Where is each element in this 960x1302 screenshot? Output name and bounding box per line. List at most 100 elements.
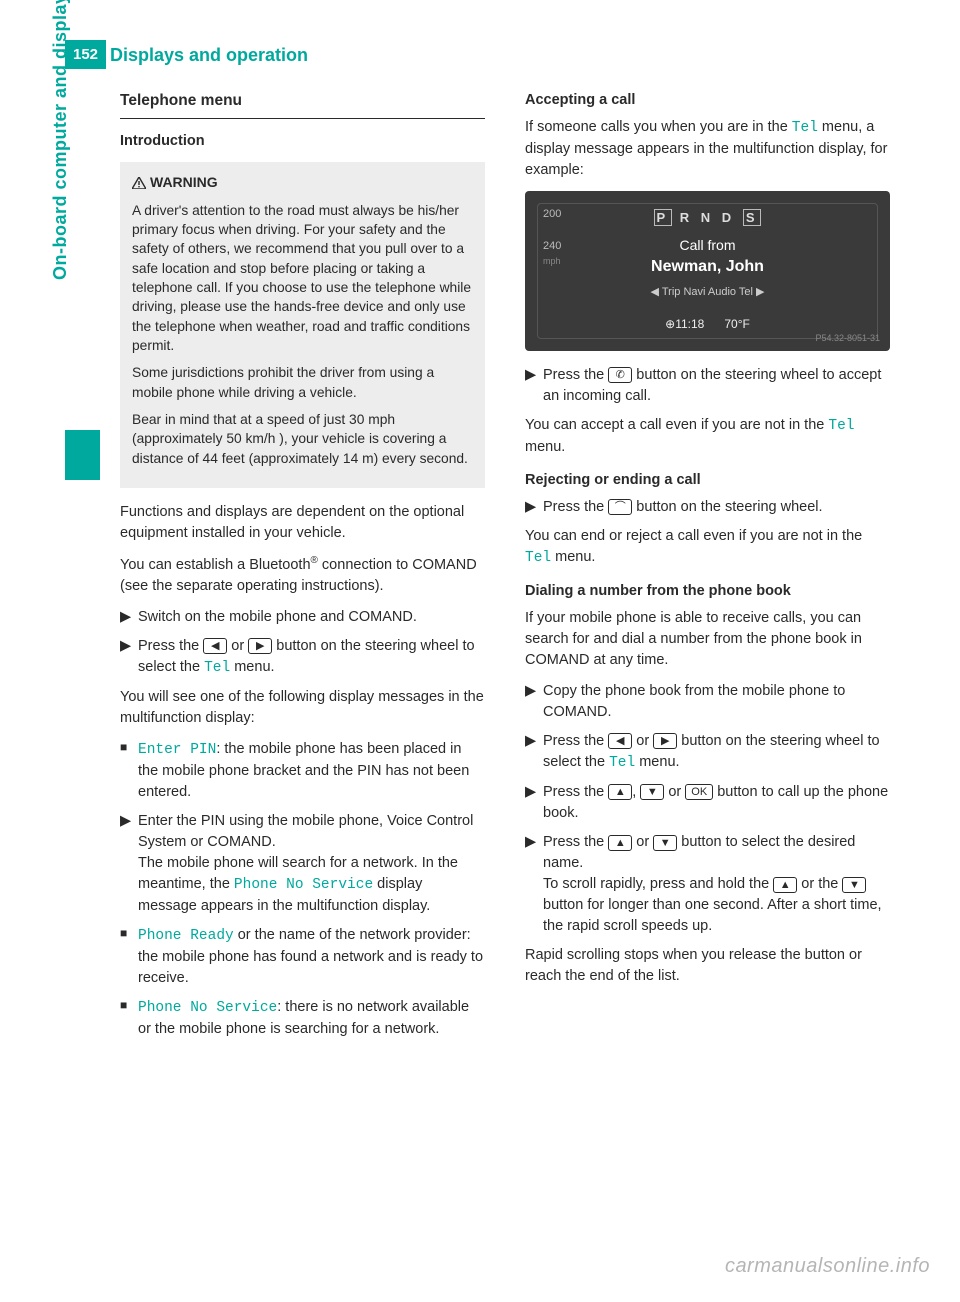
warning-p2: Some jurisdictions prohibit the driver f… — [132, 363, 473, 402]
para-accepting-intro: If someone calls you when you are in the… — [525, 117, 890, 181]
text-fragment: To scroll rapidly, press and hold the — [543, 876, 773, 892]
step-marker-icon: ▶ — [525, 497, 543, 518]
bullet-marker-icon: ■ — [120, 925, 138, 989]
step-text: Press the ◀ or ▶ button on the steering … — [543, 731, 890, 774]
tel-label: Tel — [828, 418, 854, 434]
chapter-title: Displays and operation — [110, 45, 308, 66]
figure-ref-code: P54.32-8051-31 — [815, 332, 880, 345]
tel-label: Tel — [609, 755, 635, 771]
side-label: On-board computer and displays — [50, 240, 71, 280]
step-enter-pin: ▶ Enter the PIN using the mobile phone, … — [120, 811, 485, 917]
step-text: Press the ⌒ button on the steering wheel… — [543, 497, 890, 518]
warning-box: WARNING A driver's attention to the road… — [120, 162, 485, 487]
up-arrow-button: ▲ — [608, 835, 632, 851]
watermark: carmanualsonline.info — [725, 1255, 930, 1278]
step-text: Enter the PIN using the mobile phone, Vo… — [138, 811, 485, 917]
step-reject-call: ▶ Press the ⌒ button on the steering whe… — [525, 497, 890, 518]
bullet-text: Phone Ready or the name of the network p… — [138, 925, 485, 989]
tel-label: Tel — [792, 120, 818, 136]
step-marker-icon: ▶ — [525, 681, 543, 723]
ok-button: OK — [685, 784, 713, 800]
warning-p3: Bear in mind that at a speed of just 30 … — [132, 410, 473, 468]
figure-temp: 70°F — [724, 317, 749, 331]
bullet-text: Enter PIN: the mobile phone has been pla… — [138, 739, 485, 803]
figure-speed-240: 240 — [543, 239, 561, 255]
left-column: Telephone menu Introduction WARNING A dr… — [120, 90, 485, 1048]
down-arrow-button: ▼ — [640, 784, 664, 800]
para-you-will-see: You will see one of the following displa… — [120, 687, 485, 729]
bullet-phone-ready: ■ Phone Ready or the name of the network… — [120, 925, 485, 989]
text-fragment: menu. — [551, 549, 595, 565]
text-fragment: You can accept a call even if you are no… — [525, 417, 828, 433]
figure-gear-row: P R N D S — [654, 209, 762, 228]
step-text: Press the ▲, ▼ or OK button to call up t… — [543, 782, 890, 824]
down-arrow-button: ▼ — [653, 835, 677, 851]
side-rail: On-board computer and displays — [60, 110, 100, 131]
figure-call-from: Call from — [679, 235, 735, 255]
text-fragment: menu. — [230, 659, 274, 675]
para-bluetooth: You can establish a Bluetooth® connectio… — [120, 554, 485, 597]
figure-caller-name: Newman, John — [651, 255, 764, 278]
up-arrow-button: ▲ — [608, 784, 632, 800]
figure-status-row: ⊕11:18 70°F — [665, 316, 750, 333]
figure-speed-200: 200 — [543, 207, 561, 223]
para-functions-depend: Functions and displays are dependent on … — [120, 502, 485, 544]
intro-heading: Introduction — [120, 131, 485, 152]
para-dial-intro: If your mobile phone is able to receive … — [525, 608, 890, 671]
accept-call-button: ✆ — [608, 367, 632, 383]
figure-gear-p: P — [654, 209, 673, 226]
text-fragment: Press the — [543, 834, 608, 850]
step-switch-on: ▶ Switch on the mobile phone and COMAND. — [120, 607, 485, 628]
step-select-name: ▶ Press the ▲ or ▼ button to select the … — [525, 832, 890, 937]
text-fragment: You can end or reject a call even if you… — [525, 528, 862, 544]
accepting-heading: Accepting a call — [525, 90, 890, 111]
down-arrow-button: ▼ — [842, 877, 866, 893]
para-rapid-stop: Rapid scrolling stops when you release t… — [525, 945, 890, 987]
figure-time: 11:18 — [675, 317, 704, 331]
text-fragment: Press the — [543, 367, 608, 383]
step-marker-icon: ▶ — [525, 365, 543, 407]
para-accept-any: You can accept a call even if you are no… — [525, 415, 890, 458]
step-open-phonebook: ▶ Press the ▲, ▼ or OK button to call up… — [525, 782, 890, 824]
step-accept-call: ▶ Press the ✆ button on the steering whe… — [525, 365, 890, 407]
page-number-tab: 152 — [65, 40, 106, 69]
content-area: Telephone menu Introduction WARNING A dr… — [120, 90, 890, 1048]
step-select-tel-menu: ▶ Press the ◀ or ▶ button on the steerin… — [525, 731, 890, 774]
bullet-no-service: ■ Phone No Service: there is no network … — [120, 997, 485, 1040]
text-fragment: You can establish a Bluetooth — [120, 557, 311, 573]
registered-mark: ® — [311, 555, 318, 566]
right-arrow-button: ▶ — [653, 733, 677, 749]
text-fragment: Press the — [543, 733, 608, 749]
text-fragment: or — [632, 733, 653, 749]
step-marker-icon: ▶ — [120, 636, 138, 679]
text-fragment: or — [632, 834, 653, 850]
up-arrow-button: ▲ — [773, 877, 797, 893]
text-fragment: If someone calls you when you are in the — [525, 119, 792, 135]
step-marker-icon: ▶ — [525, 782, 543, 824]
step-text: Press the ◀ or ▶ button on the steering … — [138, 636, 485, 679]
step-text: Switch on the mobile phone and COMAND. — [138, 607, 485, 628]
text-fragment: , — [632, 784, 640, 800]
display-screenshot-figure: 200 240 mph P R N D S Call from Newman, … — [525, 191, 890, 351]
side-tab-block — [65, 430, 100, 480]
warning-label: WARNING — [150, 174, 218, 190]
figure-gear-s: S — [743, 209, 762, 226]
text-fragment: or — [664, 784, 685, 800]
text-fragment: menu. — [635, 754, 679, 770]
warning-p1: A driver's attention to the road must al… — [132, 201, 473, 356]
end-call-button: ⌒ — [608, 499, 632, 515]
text-fragment: button for longer than one second. After… — [543, 897, 882, 934]
step-select-tel: ▶ Press the ◀ or ▶ button on the steerin… — [120, 636, 485, 679]
tel-label: Tel — [204, 660, 230, 676]
phone-ready-label: Phone Ready — [138, 928, 234, 944]
para-reject-any: You can end or reject a call even if you… — [525, 526, 890, 569]
right-column: Accepting a call If someone calls you wh… — [525, 90, 890, 1048]
text-fragment: Enter the PIN using the mobile phone, Vo… — [138, 813, 473, 850]
section-title: Telephone menu — [120, 90, 485, 119]
left-arrow-button: ◀ — [203, 638, 227, 654]
text-fragment: or — [227, 638, 248, 654]
step-text: Press the ✆ button on the steering wheel… — [543, 365, 890, 407]
step-marker-icon: ▶ — [525, 731, 543, 774]
text-fragment: Press the — [138, 638, 203, 654]
bullet-text: Phone No Service: there is no network av… — [138, 997, 485, 1040]
